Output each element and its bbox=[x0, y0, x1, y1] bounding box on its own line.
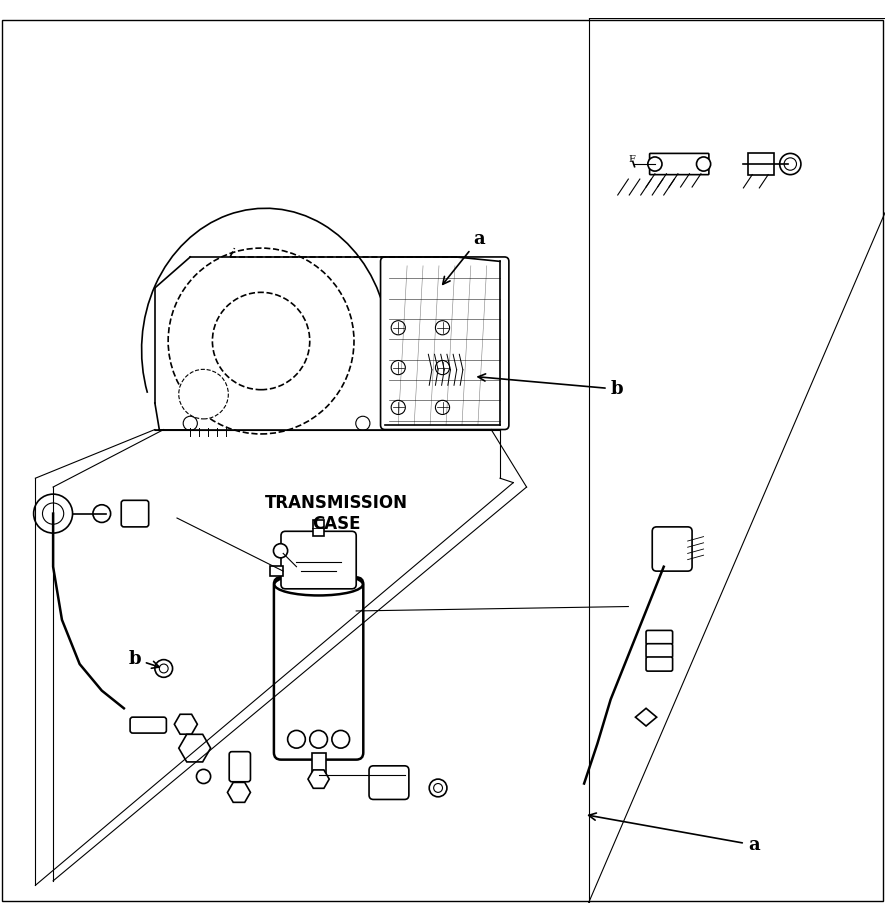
Circle shape bbox=[429, 779, 447, 797]
Circle shape bbox=[391, 321, 405, 335]
FancyBboxPatch shape bbox=[646, 630, 673, 645]
Polygon shape bbox=[635, 708, 657, 726]
FancyBboxPatch shape bbox=[121, 500, 149, 527]
FancyBboxPatch shape bbox=[281, 531, 356, 589]
Circle shape bbox=[391, 360, 405, 375]
Polygon shape bbox=[179, 734, 211, 762]
Text: a: a bbox=[442, 229, 485, 285]
Circle shape bbox=[183, 416, 197, 430]
FancyBboxPatch shape bbox=[646, 657, 673, 671]
Polygon shape bbox=[174, 715, 197, 734]
Text: TRANSMISSION
CASE: TRANSMISSION CASE bbox=[265, 495, 408, 533]
Circle shape bbox=[696, 157, 711, 171]
Circle shape bbox=[648, 157, 662, 171]
Circle shape bbox=[34, 495, 73, 533]
Circle shape bbox=[93, 505, 111, 522]
FancyBboxPatch shape bbox=[381, 257, 509, 429]
Circle shape bbox=[332, 730, 350, 748]
FancyBboxPatch shape bbox=[369, 766, 409, 799]
FancyBboxPatch shape bbox=[274, 577, 363, 760]
Circle shape bbox=[434, 784, 442, 792]
Ellipse shape bbox=[274, 574, 363, 596]
Bar bbox=[313, 519, 324, 536]
Circle shape bbox=[159, 664, 168, 673]
Circle shape bbox=[155, 659, 173, 677]
FancyBboxPatch shape bbox=[229, 752, 250, 782]
Circle shape bbox=[273, 543, 288, 558]
Bar bbox=[312, 752, 326, 775]
Text: F: F bbox=[628, 155, 635, 164]
FancyBboxPatch shape bbox=[130, 717, 166, 733]
Circle shape bbox=[42, 503, 64, 524]
FancyBboxPatch shape bbox=[650, 154, 709, 175]
Text: b: b bbox=[478, 374, 623, 398]
Circle shape bbox=[356, 416, 370, 430]
Circle shape bbox=[288, 730, 305, 748]
Circle shape bbox=[179, 369, 228, 419]
Bar bbox=[748, 154, 774, 175]
Polygon shape bbox=[308, 770, 329, 788]
Circle shape bbox=[310, 730, 327, 748]
Circle shape bbox=[168, 248, 354, 434]
Circle shape bbox=[784, 157, 796, 170]
Text: b: b bbox=[128, 650, 159, 669]
FancyBboxPatch shape bbox=[646, 644, 673, 658]
FancyBboxPatch shape bbox=[652, 527, 692, 571]
Bar bbox=[270, 565, 283, 577]
Polygon shape bbox=[227, 783, 250, 802]
Text: a: a bbox=[589, 813, 759, 854]
Circle shape bbox=[435, 360, 450, 375]
Circle shape bbox=[435, 401, 450, 414]
Circle shape bbox=[435, 321, 450, 335]
Circle shape bbox=[391, 401, 405, 414]
Circle shape bbox=[780, 154, 801, 175]
Circle shape bbox=[196, 769, 211, 784]
Circle shape bbox=[212, 292, 310, 390]
